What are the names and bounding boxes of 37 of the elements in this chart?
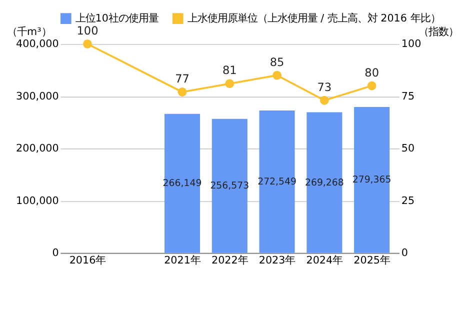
y-tick-label: 200,000 <box>16 142 59 155</box>
data-label: 81 <box>222 64 237 78</box>
y-tick-label: 300,000 <box>16 90 59 102</box>
legend-label: 上水使用原単位（上水使用量 / 売上高、対 2016 年比） <box>187 12 440 24</box>
y-axis-title: （千m³） <box>7 26 52 38</box>
point <box>225 79 234 88</box>
x-tick-label: 2016年 <box>69 254 106 267</box>
bar <box>259 110 295 253</box>
point <box>320 96 329 105</box>
bar <box>354 106 390 253</box>
point <box>367 81 376 90</box>
x-tick-label: 2022年 <box>211 254 248 267</box>
y2-axis-title: （指数） <box>418 26 458 38</box>
y2-tick-label: 50 <box>401 142 415 155</box>
x-tick-label: 2023年 <box>258 254 296 267</box>
y2-tick-label: 25 <box>401 194 415 207</box>
y-tick-label: 400,000 <box>16 38 59 50</box>
x-tick-label: 2025年 <box>354 254 390 267</box>
data-label: 77 <box>175 72 190 86</box>
y2-tick-label: 100 <box>401 38 422 50</box>
point <box>272 70 282 80</box>
bar <box>306 112 342 253</box>
data-label: 80 <box>364 66 379 80</box>
legend-label: 上位10社の使用量 <box>75 12 158 24</box>
y2-tick-label: 0 <box>401 247 408 260</box>
y-tick-label: 100,000 <box>16 194 59 207</box>
data-label: 100 <box>76 24 98 38</box>
data-label: 85 <box>270 56 284 69</box>
data-label: 73 <box>317 80 332 94</box>
bar <box>212 118 248 253</box>
x-tick-label: 2021年 <box>164 254 200 267</box>
bar <box>164 114 200 253</box>
y2-tick-label: 75 <box>401 90 415 102</box>
point <box>83 39 92 48</box>
y-tick-label: 0 <box>52 247 59 260</box>
x-tick-label: 2024年 <box>306 254 343 267</box>
point <box>178 88 187 96</box>
